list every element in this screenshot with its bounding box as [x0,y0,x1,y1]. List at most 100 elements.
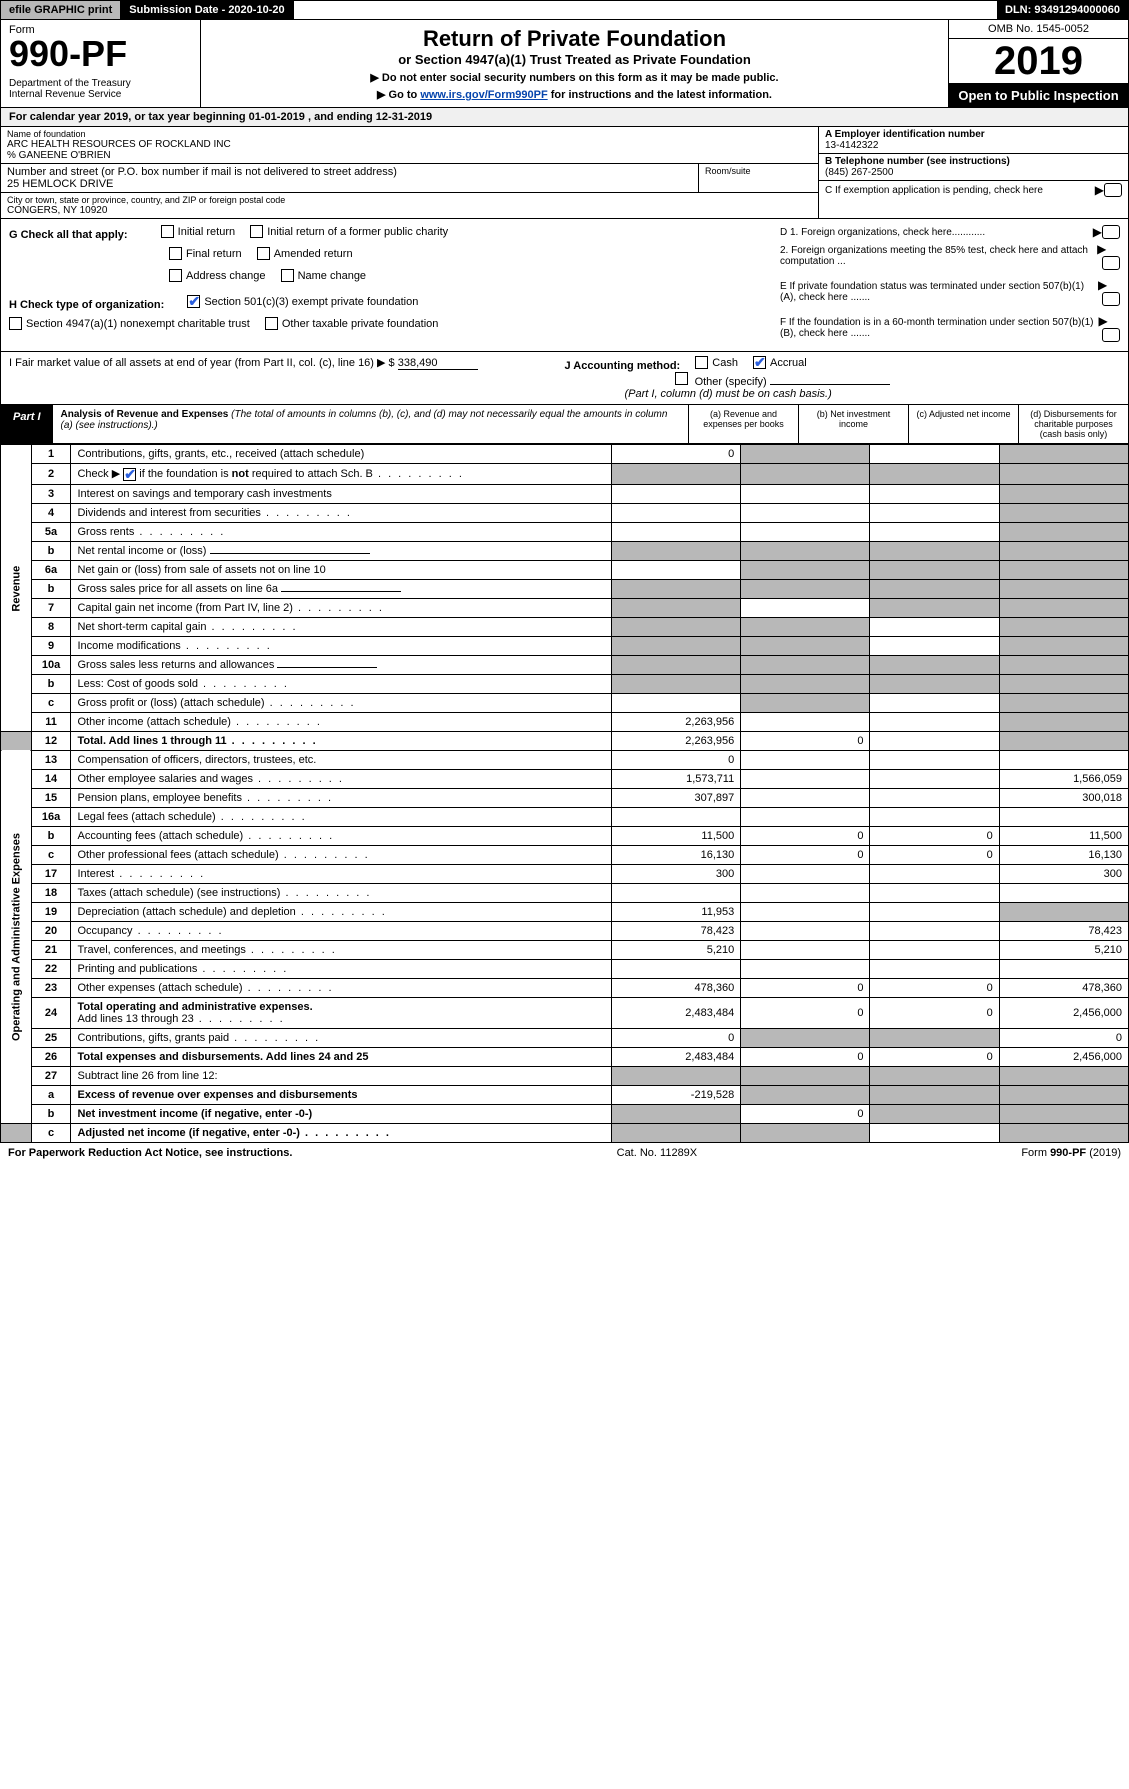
other-specify-input[interactable] [770,384,890,385]
table-row: 8Net short-term capital gain [1,617,1129,636]
other-taxable-checkbox[interactable] [265,317,278,330]
table-row: bGross sales price for all assets on lin… [1,579,1129,598]
line24-desc: Total operating and administrative expen… [71,997,612,1028]
line13-a: 0 [611,750,740,769]
line20-a: 78,423 [611,921,740,940]
form-header: Form 990-PF Department of the Treasury I… [0,20,1129,108]
amended-return-label: Amended return [274,248,353,260]
page-footer: For Paperwork Reduction Act Notice, see … [0,1143,1129,1163]
table-row: 12Total. Add lines 1 through 112,263,956… [1,731,1129,750]
amended-return-checkbox[interactable] [257,247,270,260]
line16c-a: 16,130 [611,845,740,864]
line16c-b: 0 [741,845,870,864]
4947-checkbox[interactable] [9,317,22,330]
form-subtitle: or Section 4947(a)(1) Trust Treated as P… [213,52,936,67]
table-row: 9Income modifications [1,636,1129,655]
line24-c: 0 [870,997,999,1028]
goto-line: ▶ Go to www.irs.gov/Form990PF for instru… [213,88,936,101]
line27b-b: 0 [741,1104,870,1123]
e-checkbox[interactable] [1102,292,1120,306]
table-row: cGross profit or (loss) (attach schedule… [1,693,1129,712]
submission-date: Submission Date - 2020-10-20 [121,1,293,19]
line14-desc: Other employee salaries and wages [71,769,612,788]
line15-d: 300,018 [999,788,1128,807]
f-checkbox[interactable] [1102,328,1120,342]
line17-d: 300 [999,864,1128,883]
table-row: 27Subtract line 26 from line 12: [1,1066,1129,1085]
line7-desc: Capital gain net income (from Part IV, l… [71,598,612,617]
table-row: 26Total expenses and disbursements. Add … [1,1047,1129,1066]
line27b-desc: Net investment income (if negative, ente… [71,1104,612,1123]
paperwork-notice: For Paperwork Reduction Act Notice, see … [8,1147,292,1159]
part1-tag: Part I [1,405,53,443]
final-return-checkbox[interactable] [169,247,182,260]
line16c-c: 0 [870,845,999,864]
efile-print-button[interactable]: efile GRAPHIC print [1,1,121,19]
line26-d: 2,456,000 [999,1047,1128,1066]
line11-a: 2,263,956 [611,712,740,731]
col-b-header: (b) Net investment income [798,405,908,443]
form-title: Return of Private Foundation [213,26,936,52]
col-c-header: (c) Adjusted net income [908,405,1018,443]
cat-number: Cat. No. 11289X [617,1147,698,1159]
line5a-desc: Gross rents [71,522,612,541]
arrow-icon: ▶ [1095,183,1104,197]
table-row: 18Taxes (attach schedule) (see instructi… [1,883,1129,902]
name-change-checkbox[interactable] [281,269,294,282]
f-label: F If the foundation is in a 60-month ter… [780,317,1099,339]
table-row: 22Printing and publications [1,959,1129,978]
sch-b-checkbox[interactable] [123,468,136,481]
calendar-year-line: For calendar year 2019, or tax year begi… [0,108,1129,127]
city-state-zip: CONGERS, NY 10920 [7,205,812,216]
section-ij: I Fair market value of all assets at end… [0,352,1129,405]
c-checkbox[interactable] [1104,183,1122,197]
line24-b: 0 [741,997,870,1028]
line21-d: 5,210 [999,940,1128,959]
ein-label: A Employer identification number [825,129,1122,140]
line21-a: 5,210 [611,940,740,959]
open-public-badge: Open to Public Inspection [949,84,1128,107]
irs-link[interactable]: www.irs.gov/Form990PF [420,89,547,101]
line16b-a: 11,500 [611,826,740,845]
goto-post: for instructions and the latest informat… [548,89,772,101]
line5b-desc: Net rental income or (loss) [71,541,612,560]
j-label: J Accounting method: [565,360,681,372]
arrow-icon: ▶ [1093,225,1102,239]
addr-change-checkbox[interactable] [169,269,182,282]
line21-desc: Travel, conferences, and meetings [71,940,612,959]
accrual-checkbox[interactable] [753,356,766,369]
cash-checkbox[interactable] [695,356,708,369]
line4-desc: Dividends and interest from securities [71,503,612,522]
initial-return-label: Initial return [178,226,235,238]
line8-desc: Net short-term capital gain [71,617,612,636]
table-row: 21Travel, conferences, and meetings5,210… [1,940,1129,959]
room-suite-label: Room/suite [698,164,818,192]
dept-treasury: Department of the Treasury Internal Reve… [9,78,192,100]
part1-table: Revenue 1Contributions, gifts, grants, e… [0,444,1129,1143]
d2-checkbox[interactable] [1102,256,1120,270]
line20-d: 78,423 [999,921,1128,940]
line23-a: 478,360 [611,978,740,997]
col-a-header: (a) Revenue and expenses per books [688,405,798,443]
line16c-d: 16,130 [999,845,1128,864]
checks-section: G Check all that apply: Initial return I… [0,219,1129,352]
d1-checkbox[interactable] [1102,225,1120,239]
line23-d: 478,360 [999,978,1128,997]
line15-a: 307,897 [611,788,740,807]
ein-value: 13-4142322 [825,140,1122,151]
line16b-b: 0 [741,826,870,845]
form-number: 990-PF [9,36,192,72]
table-row: Revenue 1Contributions, gifts, grants, e… [1,445,1129,464]
addr-label: Number and street (or P.O. box number if… [7,166,692,178]
omb-number: OMB No. 1545-0052 [949,20,1128,39]
line27a-a: -219,528 [611,1085,740,1104]
city-label: City or town, state or province, country… [7,195,812,205]
initial-former-checkbox[interactable] [250,225,263,238]
expenses-side-label: Operating and Administrative Expenses [1,750,32,1123]
accrual-label: Accrual [770,357,807,369]
other-checkbox[interactable] [675,372,688,385]
501c3-checkbox[interactable] [187,295,200,308]
initial-return-checkbox[interactable] [161,225,174,238]
line26-c: 0 [870,1047,999,1066]
tel-label: B Telephone number (see instructions) [825,156,1122,167]
